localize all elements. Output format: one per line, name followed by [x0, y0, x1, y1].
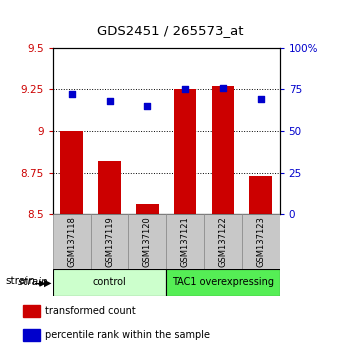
Bar: [53, 269, 166, 296]
Bar: [53, 214, 91, 269]
Text: strain: strain: [5, 276, 35, 286]
Bar: [23, 329, 40, 341]
Bar: [242, 214, 280, 269]
Text: GSM137123: GSM137123: [256, 216, 265, 267]
Bar: [23, 304, 40, 318]
Bar: [174, 90, 196, 214]
Bar: [136, 204, 159, 214]
Bar: [60, 131, 83, 214]
Text: GSM137119: GSM137119: [105, 216, 114, 267]
Text: GSM137122: GSM137122: [219, 216, 227, 267]
Point: [258, 97, 264, 102]
Point: [107, 98, 112, 104]
Bar: [166, 214, 204, 269]
Text: GDS2451 / 265573_at: GDS2451 / 265573_at: [97, 24, 244, 37]
Bar: [166, 269, 280, 296]
Bar: [211, 86, 234, 214]
Point: [145, 103, 150, 109]
Text: strain: strain: [18, 277, 51, 287]
Point: [182, 87, 188, 92]
Bar: [249, 176, 272, 214]
Bar: [129, 214, 166, 269]
Text: GSM137121: GSM137121: [181, 216, 190, 267]
Text: percentile rank within the sample: percentile rank within the sample: [45, 330, 210, 340]
Text: ▶: ▶: [44, 277, 51, 287]
Text: TAC1 overexpressing: TAC1 overexpressing: [172, 277, 274, 287]
Text: transformed count: transformed count: [45, 306, 136, 316]
Point: [220, 85, 226, 91]
Text: GSM137120: GSM137120: [143, 216, 152, 267]
Bar: [98, 161, 121, 214]
Text: GSM137118: GSM137118: [67, 216, 76, 267]
Point: [69, 92, 74, 97]
Bar: [204, 214, 242, 269]
Bar: [91, 214, 129, 269]
Text: control: control: [93, 277, 127, 287]
